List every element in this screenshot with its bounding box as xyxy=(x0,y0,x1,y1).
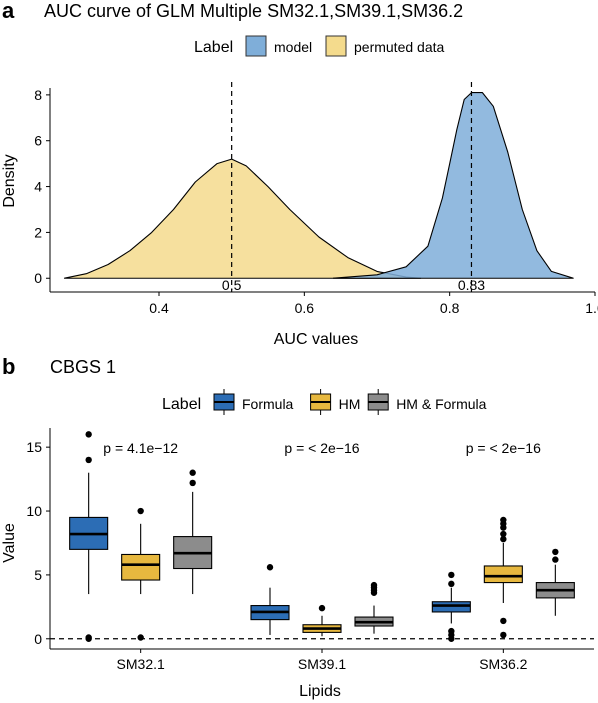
panel-a-xtick-label-0: 0.4 xyxy=(149,300,169,316)
panel-b-legend-key-2 xyxy=(367,389,389,415)
panel-a-xtick-label-3: 1.0 xyxy=(585,300,598,316)
outlier-point-4 xyxy=(448,635,455,642)
box-iqr xyxy=(483,565,523,584)
outlier-point-0 xyxy=(552,548,559,556)
panel-a-xlabel: AUC values xyxy=(274,331,358,348)
panel-b-xtick-label-1: SM39.1 xyxy=(298,656,346,672)
panel-a-legend-title: Label xyxy=(194,39,233,56)
panel-a-ytick-label-2: 4 xyxy=(34,179,42,195)
panel-a-ytick-label-3: 6 xyxy=(34,133,42,149)
outlier-point-1 xyxy=(552,556,559,563)
outlier-point-0 xyxy=(189,469,196,476)
panel-b-pvalue-0: p = 4.1e−12 xyxy=(103,440,178,456)
panel-a-ytick-label-0: 0 xyxy=(34,270,42,286)
panel-a-ylabel: Density xyxy=(1,154,18,207)
panel-b-legend-label-0: Formula xyxy=(242,396,294,412)
panel-a-mean-label-0: 0.5 xyxy=(222,277,242,293)
panel-a-xtick-label-2: 0.8 xyxy=(440,300,460,316)
panel-a-ytick-label-1: 2 xyxy=(34,224,42,240)
density-model xyxy=(332,92,574,279)
panel-a-legend-key-0 xyxy=(245,35,267,57)
panel-a-legend-label-1: permuted data xyxy=(354,39,444,55)
panel-b-legend-key-1 xyxy=(310,389,332,415)
box-iqr xyxy=(121,553,161,581)
outlier-point-3 xyxy=(500,530,507,538)
outlier-point-1 xyxy=(189,479,196,487)
panel-b-ytick-label-0: 0 xyxy=(34,631,42,647)
panel-b-letter: b xyxy=(2,354,15,379)
outlier-point-0 xyxy=(137,507,144,515)
box-SM39.1-HM xyxy=(302,604,342,637)
panel-b-ytick-label-3: 15 xyxy=(26,439,42,455)
panel-b-legend-key-0 xyxy=(213,389,235,415)
outlier-point-3 xyxy=(85,635,92,642)
panel-b-pvalue-2: p = < 2e−16 xyxy=(466,440,541,456)
outlier-point-1 xyxy=(448,580,455,588)
box-SM36.2-Formula xyxy=(431,571,471,642)
panel-b-xtick-label-0: SM32.1 xyxy=(117,656,165,672)
panel-b-xtick-label-2: SM36.2 xyxy=(479,656,527,672)
outlier-point-0 xyxy=(266,564,274,571)
panel-a-legend-key-1 xyxy=(325,35,347,57)
panel-a-legend-label-0: model xyxy=(274,39,312,55)
box-SM39.1-HM-Formula xyxy=(354,581,394,634)
outlier-point-0 xyxy=(85,431,92,438)
outlier-point-1 xyxy=(137,634,144,641)
panel-b-legend-label-1: HM xyxy=(339,396,361,412)
outlier-point-2 xyxy=(500,524,507,531)
outlier-point-0 xyxy=(448,571,455,579)
panel-a-ytick-label-4: 8 xyxy=(34,87,42,103)
panel-b-ytick-label-2: 10 xyxy=(26,503,42,519)
box-SM32.1-HM-Formula xyxy=(173,469,213,595)
box-SM36.2-HM xyxy=(483,516,523,639)
panel-a-mean-label-1: 0.83 xyxy=(458,277,485,293)
panel-b-legend-label-2: HM & Formula xyxy=(396,396,486,412)
outlier-point-3 xyxy=(370,589,378,596)
outlier-point-0 xyxy=(318,604,326,612)
box-SM36.2-HM-Formula xyxy=(535,548,575,616)
outlier-point-6 xyxy=(500,631,507,639)
box-SM32.1-HM xyxy=(121,507,161,641)
panel-b-ytick-label-1: 5 xyxy=(34,567,42,583)
outlier-point-1 xyxy=(85,456,92,464)
panel-b-ylabel: Value xyxy=(1,523,18,563)
panel-b-pvalue-1: p = < 2e−16 xyxy=(284,440,359,456)
density-permuted-data xyxy=(63,158,422,279)
panel-a-letter: a xyxy=(2,0,15,23)
outlier-point-4 xyxy=(500,535,507,543)
box-SM39.1-Formula xyxy=(250,564,290,635)
box-SM32.1-Formula xyxy=(69,431,109,642)
panel-b-title: CBGS 1 xyxy=(50,357,116,377)
panel-a-title: AUC curve of GLM Multiple SM32.1,SM39.1,… xyxy=(44,1,463,21)
panel-b-legend-title: Label xyxy=(162,396,201,413)
panel-a-xtick-label-1: 0.6 xyxy=(295,300,315,316)
outlier-point-5 xyxy=(500,617,507,625)
panel-b-xlabel: Lipids xyxy=(299,683,341,700)
